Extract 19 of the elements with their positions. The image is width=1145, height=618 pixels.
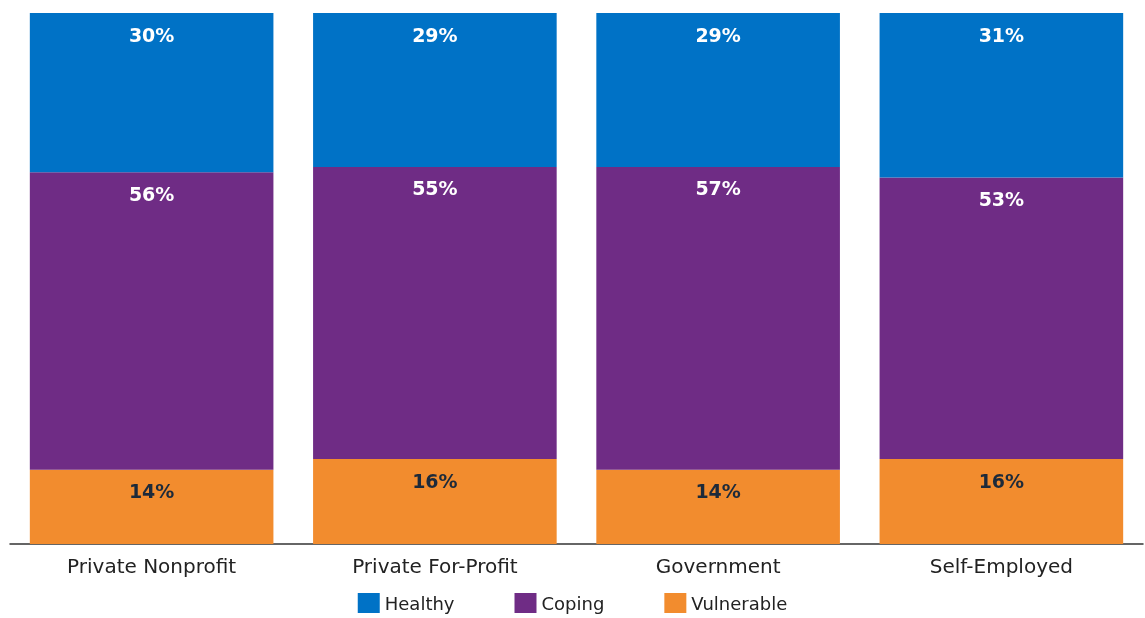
- data-label: 57%: [695, 177, 741, 200]
- x-tick-label: Private For-Profit: [352, 554, 518, 578]
- data-label: 16%: [412, 469, 458, 492]
- data-label: 29%: [695, 23, 741, 46]
- x-tick-label: Self-Employed: [929, 554, 1073, 578]
- legend-label: Vulnerable: [691, 592, 788, 614]
- x-tick-label: Government: [655, 554, 781, 578]
- data-label: 14%: [695, 480, 741, 503]
- data-label: 16%: [978, 469, 1025, 492]
- data-label: 14%: [128, 480, 175, 503]
- legend-label: Healthy: [384, 592, 455, 614]
- data-label: 53%: [978, 188, 1025, 211]
- legend-label: Coping: [541, 592, 605, 614]
- data-label: 29%: [412, 23, 458, 46]
- data-label: 56%: [128, 182, 175, 205]
- data-label: 31%: [978, 23, 1025, 46]
- data-label: 55%: [412, 177, 458, 200]
- data-label: 30%: [128, 23, 175, 46]
- x-tick-label: Private Nonprofit: [67, 554, 237, 578]
